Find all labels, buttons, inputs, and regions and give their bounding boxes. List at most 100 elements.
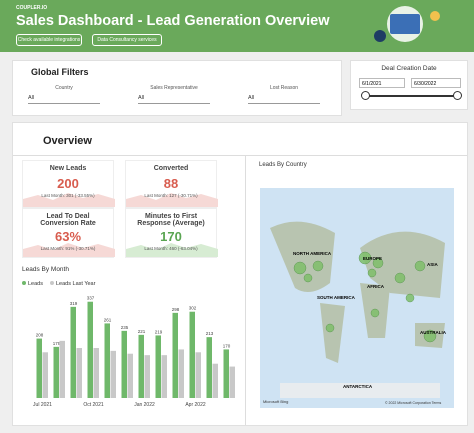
data-label: 261 — [104, 317, 112, 322]
kpi-value: 88 — [163, 176, 179, 191]
bar — [155, 335, 161, 398]
bar — [144, 355, 150, 398]
data-label: 208 — [36, 333, 44, 338]
data-label: 298 — [172, 307, 180, 312]
map-label: NORTH AMERICA — [293, 251, 332, 256]
x-tick-label: Jul 2021 — [33, 402, 52, 408]
map-title: Leads By Country — [259, 162, 307, 168]
bar — [53, 346, 59, 398]
kpi-title: Minutes to First Response (Average) — [137, 213, 205, 227]
date-filter: Deal Creation Date 6/1/2021 6/30/2022 — [350, 60, 468, 110]
bar — [127, 353, 133, 398]
kpi-note: Last Month: 91% (-30.71%) — [40, 246, 96, 251]
bar — [59, 340, 65, 398]
data-label: 213 — [206, 331, 214, 336]
kpi-title: Converted — [153, 165, 189, 172]
bar — [93, 348, 99, 398]
slider-handle[interactable] — [361, 91, 370, 100]
bar — [189, 311, 195, 398]
bar — [42, 352, 48, 398]
map-copyright: © 2022 Microsoft Corporation Terms — [385, 401, 442, 405]
dropdown[interactable]: All — [138, 95, 210, 104]
filters-title: Global Filters — [31, 67, 89, 77]
title: Sales Dashboard - Lead Generation Overvi… — [16, 13, 330, 29]
bar — [36, 338, 42, 398]
data-label: 170 — [223, 343, 231, 348]
slider-track — [365, 95, 457, 97]
date-title: Deal Creation Date — [381, 65, 437, 72]
bar — [87, 301, 93, 398]
sparkline-area — [126, 243, 218, 257]
divider — [245, 155, 246, 425]
date-start[interactable]: 6/1/2021 — [359, 78, 405, 88]
filters: Global Filters — [12, 60, 342, 116]
kpi-note: Last Month: 301 (-33.55%) — [41, 193, 95, 198]
map — [260, 188, 454, 408]
map-label: AFRICA — [367, 284, 384, 289]
bar — [212, 363, 218, 398]
sparkline-area — [23, 193, 115, 207]
x-tick-label: Apr 2022 — [185, 402, 206, 408]
bar — [229, 366, 235, 398]
legend-label: Leads — [28, 281, 43, 287]
bar — [121, 330, 127, 398]
bar — [223, 349, 229, 398]
bar — [76, 348, 82, 398]
kpi-value: 200 — [57, 176, 79, 191]
data-label: 235 — [121, 325, 129, 330]
kpi-value: 170 — [160, 229, 182, 244]
data-label: 337 — [87, 296, 95, 301]
button[interactable]: Check available integrations — [16, 34, 82, 46]
date-end[interactable]: 6/30/2022 — [411, 78, 461, 88]
overview-title: Overview — [43, 135, 92, 147]
button[interactable]: Data Consultancy services — [92, 34, 162, 46]
bar — [206, 337, 212, 398]
kpi-card: Converted 88 Last Month: 127 (-30.71%) — [125, 160, 218, 208]
bar — [70, 306, 76, 398]
filter-label: Lost Reason — [269, 85, 299, 91]
bar — [195, 352, 201, 398]
filter-label: Country — [55, 85, 73, 91]
sparkline — [23, 243, 115, 257]
bar — [161, 355, 167, 398]
data-label: 179 — [53, 341, 61, 346]
kpi-title: Lead To Deal Conversion Rate — [40, 213, 96, 227]
data-label: 302 — [189, 306, 197, 311]
map-label: EUROPE — [363, 256, 383, 261]
sparkline-area — [126, 193, 218, 207]
sparkline — [126, 193, 218, 207]
illustration — [374, 6, 440, 42]
bar — [178, 349, 184, 398]
data-label: 221 — [138, 329, 146, 334]
header: COUPLER.IO Sales Dashboard - Lead Genera… — [0, 0, 474, 52]
map-credit: Microsoft Bing — [263, 399, 289, 404]
chart-title: Leads By Month — [22, 266, 69, 273]
legend-label: Leads Last Year — [56, 281, 96, 287]
bar — [172, 312, 178, 398]
kpi-card: Minutes to First Response (Average) 170 La… — [125, 208, 218, 258]
sparkline — [126, 243, 218, 257]
kpi-card: Lead To Deal Conversion Rate 63% Last Mont… — [22, 208, 115, 258]
kpi-note: Last Month: 460 (-63.04%) — [144, 246, 198, 251]
sparkline-area — [23, 243, 115, 257]
dropdown[interactable]: All — [248, 95, 320, 104]
legend-marker — [50, 281, 54, 285]
data-label: 319 — [70, 301, 78, 306]
kpi-value: 63% — [54, 229, 82, 244]
x-tick-label: Jan 2022 — [134, 402, 155, 408]
filter-label: Sales Representative — [150, 85, 198, 91]
dropdown[interactable]: All — [28, 95, 100, 104]
bar — [110, 350, 116, 398]
x-tick-label: Oct 2021 — [83, 402, 104, 408]
map-label: AUSTRALIA — [420, 330, 446, 335]
legend-marker — [22, 281, 26, 285]
bar — [104, 323, 110, 398]
sparkline — [23, 193, 115, 207]
kpi-card: New Leads 200 Last Month: 301 (-33.55%) — [22, 160, 115, 208]
slider-handle[interactable] — [453, 91, 462, 100]
kpi-title: New Leads — [49, 165, 87, 172]
bar — [138, 334, 144, 398]
map-label: ASIA — [427, 262, 438, 267]
map-label: SOUTH AMERICA — [317, 295, 355, 300]
